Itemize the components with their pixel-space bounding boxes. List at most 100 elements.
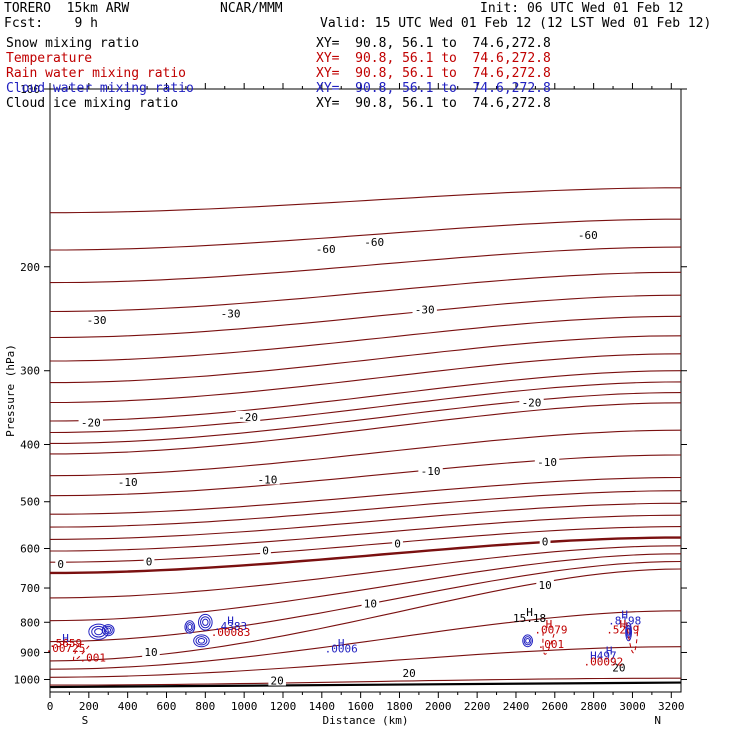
isotherm-line [50,353,682,404]
cloud-water-contour [184,620,196,634]
legend-xy-snow: XY= 90.8, 56.1 to 74.6,272.8 [316,36,551,51]
contour-label-bg [610,661,628,673]
isotherm-line [49,370,682,422]
contour-label: 0 [57,558,64,571]
contour-label-bg [534,456,560,468]
contour-label-bg [78,416,103,428]
cloud-water-contour [626,627,631,636]
plot-frame [49,88,682,693]
isotherm-line [50,392,682,444]
cloud-water-contour [625,622,632,642]
cloud-water-contour [522,634,533,648]
legend-xy-rain: XY= 90.8, 56.1 to 74.6,272.8 [316,66,551,81]
isotherm-line [49,646,682,678]
y-tick-label: 1000 [14,673,41,686]
isotherm-line [50,187,681,214]
isotherm-line [50,514,682,552]
x-tick-label: 1800 [386,700,413,713]
legend-label-snow: Snow mixing ratio [6,36,140,51]
isotherm-line [50,536,681,575]
cloud-water-contour [197,637,206,644]
x-tick-label: 2200 [464,700,491,713]
contour-label-bg [418,464,443,476]
legend-label-cloud-ice: Cloud ice mixing ratio [6,96,179,111]
cloud-water-contour [185,622,194,632]
contour-label: -20 [238,411,258,424]
contour-label: -60 [578,229,598,242]
isotherm-line [49,553,682,622]
contour-label: .001 [538,638,565,651]
legend-label-temperature: Temperature [6,51,93,66]
x-tick-label: 3000 [619,700,646,713]
right-end-label: N [654,714,661,727]
contour-label: -20 [522,396,542,409]
contour-label-bg [392,537,403,549]
contour-label-bg [115,476,140,488]
contour-label: 0 [394,537,401,550]
y-axis-label: Pressure (hPa) [4,344,17,437]
legend-label-rain: Rain water mixing ratio [6,66,187,81]
contour-label: 10 [538,579,551,592]
isotherm-line [50,218,681,251]
contour-label: 20 [612,662,625,675]
cloud-water-contour [88,623,109,640]
valid-time: Valid: 15 UTC Wed 01 Feb 12 (12 LST Wed … [320,16,712,31]
contour-label: -60 [364,236,384,249]
cloud-water-contour [198,613,213,631]
x-tick-label: 2400 [503,700,530,713]
contour-label-bg [412,303,437,315]
y-tick-label: 500 [20,496,40,509]
forecast-hour: Fcst: 9 h [4,16,98,31]
isotherm-line [49,454,682,497]
cloud-water-contour [195,636,208,646]
cloud-water-contour [200,616,211,629]
legend-xy-cloud-ice: XY= 90.8, 56.1 to 74.6,272.8 [316,96,551,111]
model-title: TORERO 15km ARW [4,1,130,16]
x-tick-label: 2600 [542,700,569,713]
cloud-water-contour [202,618,209,626]
contour-label: 15.18 [513,612,546,625]
contour-label-bg [361,597,380,609]
contour-label: H [338,637,345,650]
cloud-water-contour [187,624,193,631]
contour-label-bg [255,473,280,485]
contour-label: -30 [415,303,435,316]
contour-label: -20 [81,417,101,430]
contour-label-bg [84,313,109,325]
rain-water-contour [542,631,556,655]
contour-label-bg [260,544,271,556]
y-tick-label: 800 [20,616,40,629]
cloud-water-contour [193,634,210,648]
y-tick-label: 300 [20,365,40,378]
legend-label-cloud-water: Cloud water mixing ratio [6,81,194,96]
contour-label: H497 [590,650,617,663]
contour-label: H [619,618,626,631]
contour-label: 0 [146,555,153,568]
isotherm-line [49,610,682,670]
contour-label: H [621,608,628,621]
contour-label: 20 [403,667,416,680]
y-tick-label: 200 [20,261,40,274]
contour-label-bg [218,307,243,319]
x-tick-label: 2800 [580,700,607,713]
isotherm-line [49,429,682,477]
x-tick-label: 600 [157,700,177,713]
rain-water-contour [72,643,92,661]
x-axis-label: Distance (km) [322,714,408,727]
contour-label-bg [143,555,155,567]
rain-water-contour [626,622,639,654]
isotherm-line [49,294,682,339]
contour-label-bg [519,396,544,408]
contour-label: .00083 [211,626,251,639]
contour-label: 10 [364,597,377,610]
isotherm-line [49,502,681,540]
init-time: Init: 06 UTC Wed 01 Feb 12 [480,1,684,16]
cloud-water-contour [105,627,112,633]
contour-label: 10 [144,646,157,659]
x-tick-label: 0 [47,700,54,713]
contour-label-bg [55,558,67,570]
isotherm-line [49,381,682,434]
y-tick-label: 900 [20,646,40,659]
x-tick-label: 2000 [425,700,452,713]
cloud-water-contour [525,637,531,644]
